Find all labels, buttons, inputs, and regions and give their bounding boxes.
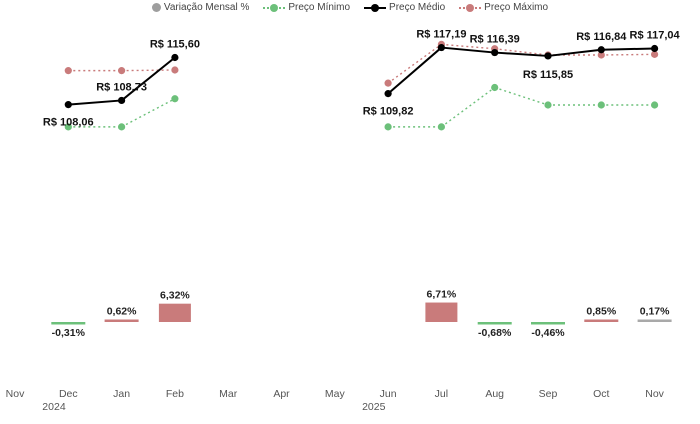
- legend-label-maximo: Preço Máximo: [484, 2, 549, 13]
- chart-legend: Variação Mensal % Preço Mínimo Preço Méd…: [0, 2, 700, 13]
- variation-bar: [158, 303, 191, 322]
- maximo-segment: [494, 48, 549, 56]
- x-tick-label: Sep: [539, 388, 558, 400]
- medio-point: [651, 44, 659, 53]
- year-label: 2025: [362, 401, 386, 413]
- x-tick-label: Apr: [273, 388, 290, 400]
- variation-bar: [637, 319, 672, 322]
- price-label: R$ 115,60: [150, 39, 200, 51]
- medio-point: [384, 90, 392, 98]
- maximo-point: [597, 51, 605, 59]
- medio-segment: [387, 46, 443, 95]
- x-tick-label: Feb: [166, 388, 184, 400]
- medio-segment: [68, 99, 122, 106]
- minimo-segment: [440, 86, 496, 128]
- minimo-point: [171, 95, 179, 103]
- variation-bar: [531, 322, 565, 325]
- legend-label-variacao: Variação Mensal %: [163, 2, 250, 13]
- maximo-point: [171, 66, 179, 74]
- minimo-point: [491, 83, 499, 92]
- x-tick-label: Nov: [6, 388, 25, 400]
- legend-item-minimo[interactable]: Preço Mínimo: [263, 2, 350, 13]
- x-tick-label: Jun: [380, 388, 397, 400]
- variation-label: 6,71%: [427, 289, 457, 301]
- legend-label-medio: Preço Médio: [389, 2, 446, 13]
- maximo-segment: [387, 43, 442, 84]
- price-label: R$ 116,84: [576, 31, 627, 43]
- medio-point: [437, 43, 445, 52]
- maximo-segment: [601, 53, 655, 56]
- price-label: R$ 108,73: [96, 81, 147, 93]
- maximo-point: [651, 50, 659, 58]
- x-tick-label: Jan: [113, 388, 130, 400]
- legend-label-minimo: Preço Mínimo: [288, 2, 351, 13]
- maximo-point: [118, 67, 126, 75]
- medio-segment: [120, 56, 176, 102]
- legend-item-medio[interactable]: Preço Médio: [364, 2, 445, 13]
- medio-segment: [601, 47, 655, 51]
- price-label: R$ 115,85: [523, 69, 573, 81]
- variation-label: 0,62%: [107, 306, 137, 318]
- x-tick-label: Aug: [485, 388, 504, 400]
- medio-segment: [547, 48, 602, 57]
- price-label: R$ 109,82: [363, 106, 414, 118]
- variation-label: -0,31%: [52, 327, 86, 339]
- variation-bar: [477, 322, 512, 325]
- maximo-point: [384, 79, 392, 87]
- medio-point: [544, 52, 552, 60]
- price-series-group: R$ 108,06 R$ 108,73 R$ 115,60 R$ 109,82 R$ 1…: [43, 29, 681, 131]
- price-label: R$ 117,19: [416, 29, 466, 41]
- variation-bar: [51, 322, 86, 325]
- variation-bar: [425, 302, 458, 322]
- legend-swatch-medio: [364, 3, 387, 13]
- medio-point: [118, 96, 126, 105]
- legend-item-variacao[interactable]: Variação Mensal %: [151, 2, 250, 13]
- x-tick-label: Mar: [219, 388, 238, 400]
- medio-segment: [441, 46, 495, 54]
- maximo-segment: [121, 69, 175, 72]
- minimo-point: [651, 101, 659, 109]
- x-tick-label: May: [325, 388, 346, 400]
- medio-point: [597, 46, 605, 54]
- price-label: R$ 116,39: [470, 34, 520, 46]
- minimo-point: [437, 123, 445, 131]
- variation-bar: [584, 319, 619, 322]
- minimo-segment: [121, 98, 176, 128]
- variation-bars-group: -0,31% 0,62% 6,32% 6,71% -0,68% -0,46% 0,85% 0,…: [51, 289, 672, 339]
- x-axis: Nov Dec Jan Feb Mar Apr May Jun Jul Aug Sep Oct Nov 2…: [6, 388, 665, 413]
- variation-label: -0,46%: [531, 327, 565, 339]
- x-tick-label: Jul: [435, 388, 448, 400]
- x-tick-label: Nov: [645, 388, 664, 400]
- x-tick-label: Oct: [593, 388, 609, 400]
- maximo-point: [64, 67, 72, 75]
- legend-swatch-variacao: [151, 3, 161, 12]
- minimo-point: [597, 101, 605, 109]
- minimo-point: [544, 101, 552, 109]
- medio-point: [64, 101, 72, 109]
- legend-swatch-maximo: [459, 3, 482, 13]
- variation-bar: [104, 319, 139, 322]
- medio-point: [491, 48, 499, 57]
- minimo-segment: [494, 86, 549, 106]
- year-label: 2024: [42, 401, 66, 413]
- price-label: R$ 108,06: [43, 117, 94, 129]
- variation-label: -0,68%: [478, 327, 512, 339]
- maximo-segment: [441, 43, 495, 50]
- minimo-point: [64, 123, 72, 131]
- legend-swatch-minimo: [263, 3, 286, 13]
- variation-label: 0,17%: [640, 306, 670, 318]
- minimo-point: [118, 123, 126, 131]
- variation-label: 6,32%: [160, 290, 190, 302]
- medio-segment: [494, 51, 549, 57]
- x-tick-label: Dec: [59, 388, 78, 400]
- price-label: R$ 117,04: [630, 30, 681, 42]
- minimo-point: [384, 123, 392, 131]
- medio-point: [171, 53, 179, 62]
- variation-label: 0,85%: [586, 306, 616, 318]
- legend-item-maximo[interactable]: Preço Máximo: [459, 2, 548, 13]
